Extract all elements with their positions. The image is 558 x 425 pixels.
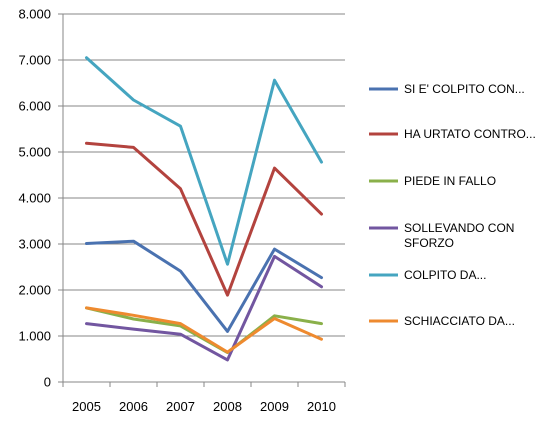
legend-label: PIEDE IN FALLO <box>404 174 496 188</box>
series-line <box>85 306 323 354</box>
axes <box>58 13 346 387</box>
y-tick-labels: 0 1.000 2.000 3.000 4.000 5.000 6.000 7.000 8.00… <box>18 7 51 390</box>
x-tick-label: 2009 <box>260 399 289 414</box>
legend-label-line: SI E' COLPITO CON... <box>404 82 525 96</box>
legend-label: SI E' COLPITO CON... <box>404 82 525 96</box>
legend-label: SCHIACCIATO DA... <box>404 314 515 328</box>
x-tick-label: 2005 <box>72 399 101 414</box>
legend-label-line: SOLLEVANDO CON <box>404 221 514 235</box>
legend-label-line: SFORZO <box>404 236 454 250</box>
y-tick-label: 1.000 <box>18 329 51 344</box>
series-line <box>85 239 323 333</box>
legend-label: COLPITO DA... <box>404 268 486 282</box>
x-tick-label: 2007 <box>166 399 195 414</box>
y-tick-label: 3.000 <box>18 237 51 252</box>
y-tick-label: 0 <box>44 375 51 390</box>
series-line <box>85 56 323 266</box>
legend-label-line: COLPITO DA... <box>404 268 486 282</box>
legend: SI E' COLPITO CON... HA URTATO CONTRO... P… <box>369 82 536 328</box>
y-tick-label: 7.000 <box>18 53 51 68</box>
legend-label-line: PIEDE IN FALLO <box>404 174 496 188</box>
y-tick-label: 8.000 <box>18 7 51 22</box>
x-tick-label: 2006 <box>119 399 148 414</box>
series-line <box>85 254 323 362</box>
series-line <box>85 141 323 297</box>
gridlines <box>63 13 345 337</box>
y-tick-label: 5.000 <box>18 145 51 160</box>
legend-label: SOLLEVANDO CON SFORZO <box>404 221 514 250</box>
x-tick-labels: 2005 2006 2007 2008 2009 2010 <box>72 399 336 414</box>
x-tick-label: 2010 <box>307 399 336 414</box>
series-lines <box>85 56 323 362</box>
y-tick-label: 2.000 <box>18 283 51 298</box>
legend-label: HA URTATO CONTRO... <box>404 127 536 141</box>
x-tick-label: 2008 <box>213 399 242 414</box>
y-tick-label: 4.000 <box>18 191 51 206</box>
legend-label-line: HA URTATO CONTRO... <box>404 127 536 141</box>
legend-label-line: SCHIACCIATO DA... <box>404 314 515 328</box>
y-tick-label: 6.000 <box>18 99 51 114</box>
